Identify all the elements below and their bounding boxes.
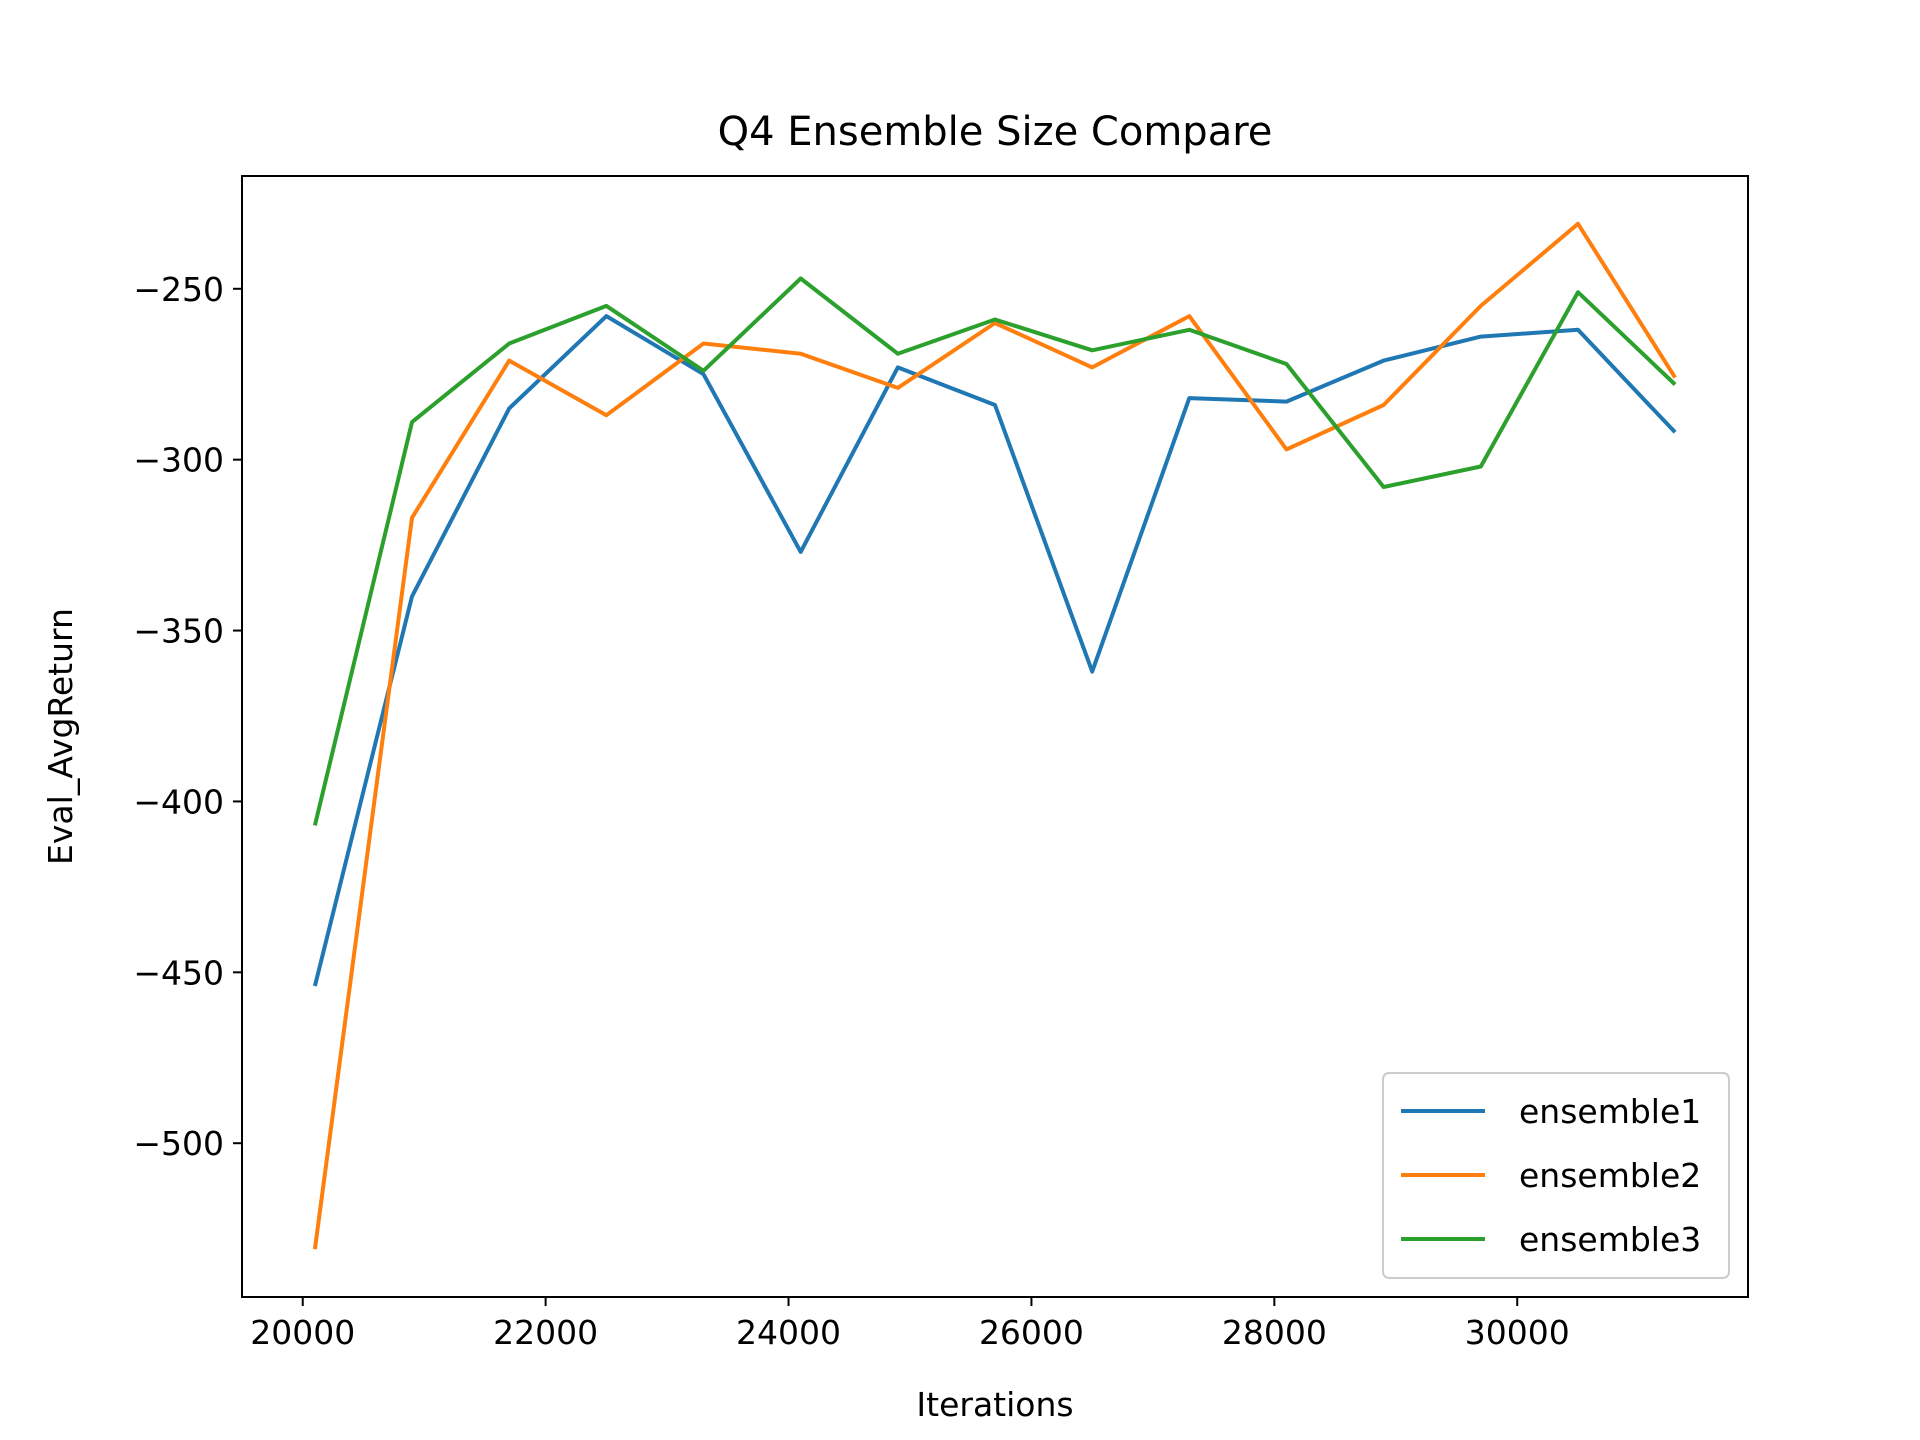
legend-label-ensemble2: ensemble2 (1519, 1156, 1701, 1195)
series-line-ensemble2 (312, 221, 1677, 1250)
plot-frame (241, 175, 1749, 1298)
y-tick-label: −350 (133, 612, 224, 651)
x-tick-label: 22000 (493, 1313, 598, 1352)
y-tick-label: −500 (133, 1124, 224, 1163)
legend-box (1382, 1072, 1730, 1279)
legend-label-ensemble1: ensemble1 (1519, 1092, 1701, 1131)
y-tick-label: −300 (133, 441, 224, 480)
y-tick-label: −450 (133, 953, 224, 992)
y-tick-label: −250 (133, 270, 224, 309)
x-tick-label: 28000 (1222, 1313, 1327, 1352)
series-layer (312, 221, 1677, 1250)
x-tick-label: 24000 (736, 1313, 841, 1352)
x-tick-label: 30000 (1465, 1313, 1570, 1352)
x-tick-label: 26000 (979, 1313, 1084, 1352)
ticks-layer: 20000 22000 24000 26000 28000 30000 −250 −300 −3… (133, 270, 1569, 1352)
legend: ensemble1 ensemble2 ensemble3 (1382, 1072, 1730, 1279)
x-axis-title: Iterations (916, 1385, 1073, 1424)
y-tick-label: −400 (133, 782, 224, 821)
legend-label-ensemble3: ensemble3 (1519, 1220, 1701, 1259)
series-line-ensemble3 (312, 276, 1677, 826)
y-axis-title: Eval_AvgReturn (41, 608, 80, 865)
chart-title: Q4 Ensemble Size Compare (718, 109, 1273, 155)
x-tick-label: 20000 (250, 1313, 355, 1352)
